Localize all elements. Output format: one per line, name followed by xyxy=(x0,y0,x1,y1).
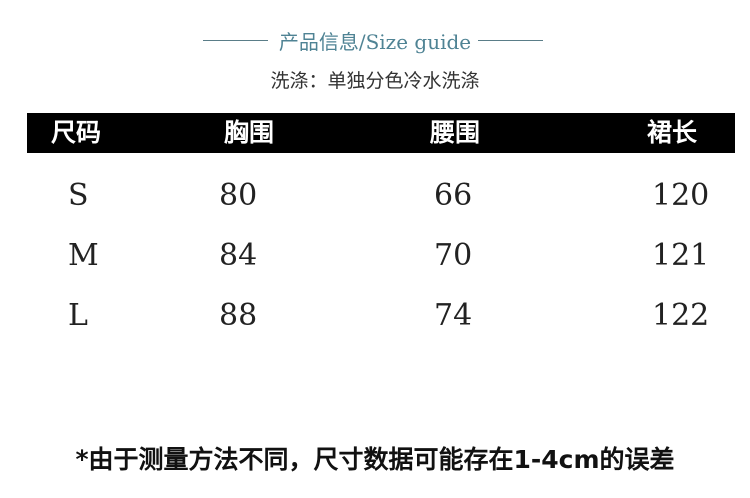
cell-length: 120 xyxy=(652,178,710,213)
measurement-note: *由于测量方法不同，尺寸数据可能存在1-4cm的误差 xyxy=(75,445,675,474)
column-header-bust: 胸围 xyxy=(224,118,275,147)
cell-bust: 80 xyxy=(219,178,258,213)
cell-length: 122 xyxy=(652,298,710,333)
page-title: 产品信息/Size guide xyxy=(278,30,472,54)
column-header-length: 裙长 xyxy=(647,118,698,147)
cell-size: S xyxy=(68,178,89,213)
column-header-size: 尺码 xyxy=(51,118,102,147)
title-divider-left xyxy=(203,40,268,41)
cell-bust: 84 xyxy=(219,238,258,273)
cell-waist: 74 xyxy=(434,298,473,333)
cell-size: M xyxy=(68,238,99,273)
cell-waist: 70 xyxy=(434,238,473,273)
wash-instruction: 洗涤：单独分色冷水洗涤 xyxy=(270,70,480,92)
column-header-waist: 腰围 xyxy=(430,118,481,147)
table-header: 尺码 胸围 腰围 裙长 xyxy=(27,113,735,153)
cell-size: L xyxy=(68,298,88,333)
cell-waist: 66 xyxy=(434,178,473,213)
cell-bust: 88 xyxy=(219,298,258,333)
cell-length: 121 xyxy=(652,238,710,273)
title-divider-right xyxy=(478,40,543,41)
